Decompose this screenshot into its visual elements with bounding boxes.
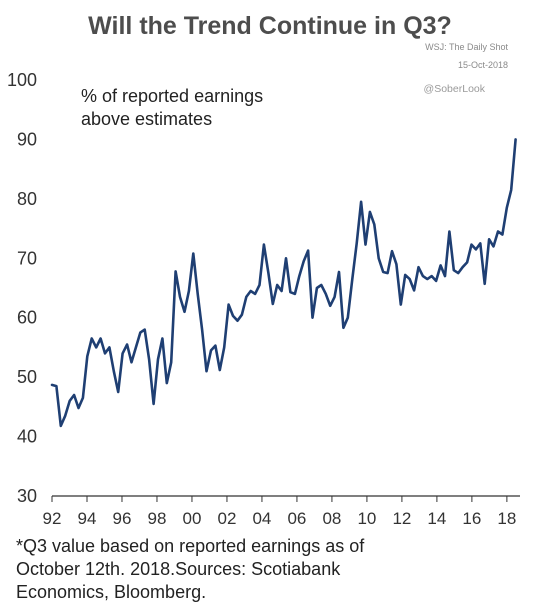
- annotation-line-1: % of reported earnings: [81, 86, 264, 106]
- footnote-line-2: October 12th. 2018.Sources: Scotiabank: [16, 559, 341, 579]
- y-tick-label: 30: [17, 486, 37, 506]
- x-tick-label: 96: [113, 509, 132, 528]
- y-tick-label: 100: [7, 70, 37, 90]
- x-tick-label: 16: [462, 509, 481, 528]
- x-tick-label: 18: [497, 509, 516, 528]
- x-tick-label: 08: [322, 509, 341, 528]
- chart-annotation: % of reported earnings above estimates: [81, 85, 263, 131]
- x-tick-label: 04: [252, 509, 271, 528]
- x-tick-label: 06: [287, 509, 306, 528]
- y-tick-label: 40: [17, 427, 37, 447]
- x-tick-label: 94: [78, 509, 97, 528]
- x-tick-label: 12: [392, 509, 411, 528]
- y-tick-label: 60: [17, 308, 37, 328]
- x-tick-label: 14: [427, 509, 446, 528]
- y-axis: 30 40 50 60 70 80 90 100: [7, 70, 37, 506]
- y-tick-label: 50: [17, 367, 37, 387]
- footnote: *Q3 value based on reported earnings as …: [16, 535, 521, 604]
- series-line: [50, 138, 517, 428]
- chart-title: Will the Trend Continue in Q3?: [88, 12, 452, 40]
- series-group: [50, 138, 517, 428]
- x-tick-label: 98: [148, 509, 167, 528]
- x-tick-label: 10: [357, 509, 376, 528]
- source-date: 15-Oct-2018: [457, 60, 508, 70]
- x-axis: 92 94 96 98 00 02 04 06 08 10 12 14 16 18: [43, 495, 520, 528]
- y-tick-label: 70: [17, 248, 37, 268]
- twitter-handle: @SoberLook: [423, 83, 485, 95]
- footnote-line-1: *Q3 value based on reported earnings as …: [16, 536, 365, 556]
- annotation-line-2: above estimates: [81, 109, 213, 129]
- x-tick-label: 02: [217, 509, 236, 528]
- x-tick-label: 00: [183, 509, 202, 528]
- y-tick-label: 90: [17, 129, 37, 149]
- y-tick-label: 80: [17, 189, 37, 209]
- footnote-line-3: Economics, Bloomberg.: [16, 582, 207, 602]
- source-line: WSJ: The Daily Shot: [425, 42, 508, 52]
- x-tick-label: 92: [43, 509, 62, 528]
